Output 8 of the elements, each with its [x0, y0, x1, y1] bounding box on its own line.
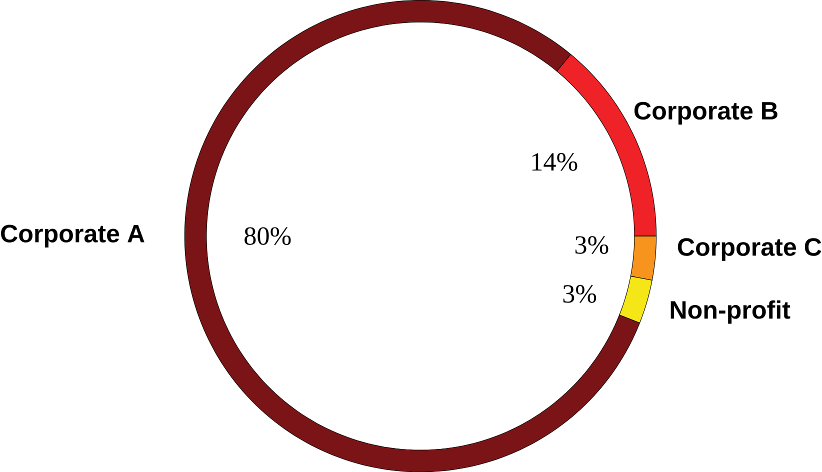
slice-label: Corporate C [678, 238, 822, 261]
slice-label: Non-profit [670, 300, 790, 324]
data-label: 3% [575, 236, 608, 254]
data-label: 3% [563, 284, 596, 303]
slice-label: Corporate B [634, 102, 778, 125]
data-label: 14% [532, 152, 578, 171]
data-label: 80% [244, 227, 291, 245]
slice-label: Corporate A [1, 224, 144, 248]
